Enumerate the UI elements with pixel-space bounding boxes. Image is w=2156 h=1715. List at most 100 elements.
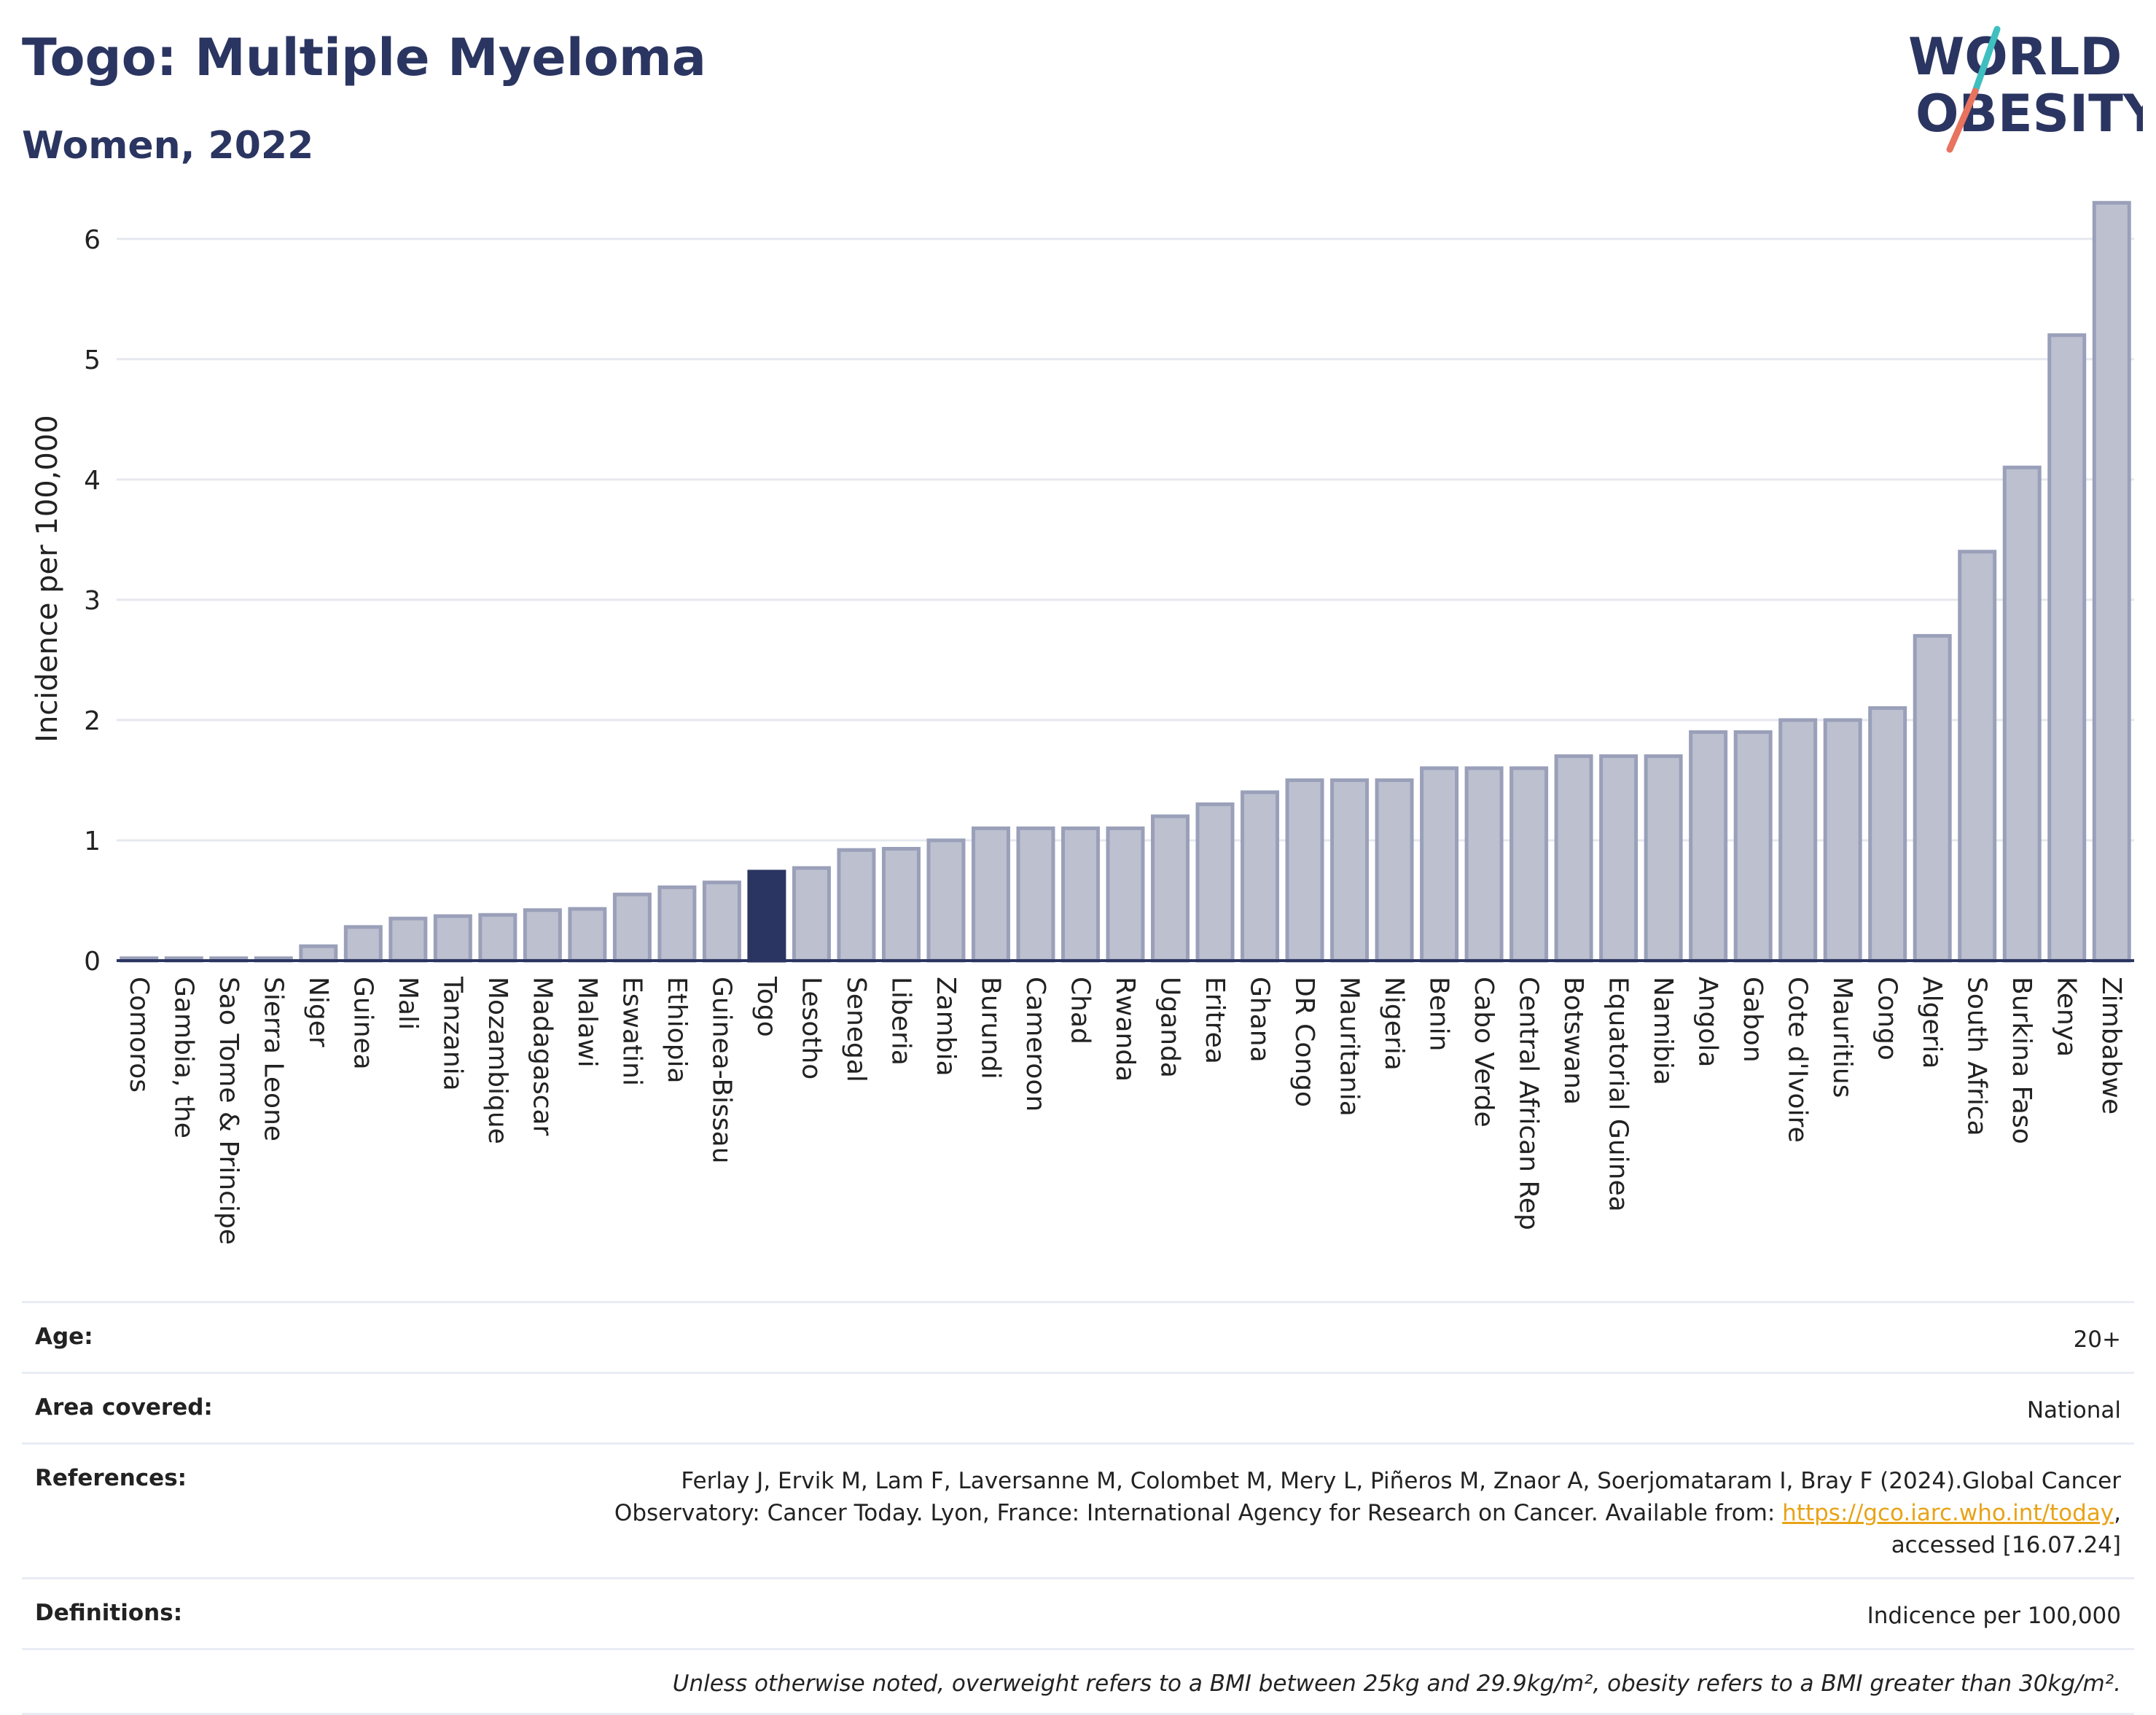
x-tick-label: Mali	[393, 977, 423, 1030]
x-tick-label: Congo	[1872, 977, 1902, 1060]
references-line2: Observatory: Cancer Today. Lyon, France:…	[614, 1500, 1783, 1526]
x-tick-label: Burundi	[975, 977, 1005, 1079]
bar-chad	[1061, 826, 1100, 963]
definitions-value: Indicence per 100,000	[1867, 1603, 2121, 1629]
x-tick-label: Central African Rep	[1514, 977, 1544, 1230]
bar-mozambique	[478, 913, 517, 963]
area-label: Area covered:	[35, 1394, 213, 1421]
x-tick-label: Comoros	[124, 977, 154, 1093]
info-row-references: References: Ferlay J, Ervik M, Lam F, La…	[22, 1442, 2134, 1577]
bar-togo	[747, 870, 786, 963]
bar-namibia	[1644, 754, 1683, 963]
x-tick-label: Namibia	[1648, 977, 1678, 1085]
x-tick-label: Rwanda	[1110, 977, 1140, 1082]
x-tick-label: Togo	[751, 976, 781, 1037]
references-link[interactable]: https://gco.iarc.who.int/today	[1782, 1500, 2114, 1526]
page-title: Togo: Multiple Myeloma	[22, 28, 707, 87]
bar-madagascar	[523, 908, 562, 963]
x-tick-label: Benin	[1424, 977, 1454, 1051]
bmi-note: Unless otherwise noted, overweight refer…	[672, 1671, 2121, 1697]
x-tick-label: Eritrea	[1200, 977, 1230, 1064]
bar-congo	[1868, 706, 1907, 963]
x-tick-label: Sao Tome & Principe	[214, 977, 243, 1245]
bar-kenya	[2047, 333, 2087, 963]
logo-slash-top	[1972, 26, 2001, 95]
bar-equatorial-guinea	[1599, 754, 1639, 963]
bars	[120, 200, 2131, 963]
bar-benin	[1420, 766, 1459, 963]
x-tick-label: Niger	[303, 977, 333, 1047]
x-tick-label: Mauritius	[1827, 977, 1857, 1098]
bar-eswatini	[612, 892, 652, 963]
x-tick-label: Senegal	[841, 977, 871, 1082]
bar-mauritania	[1330, 778, 1370, 963]
references-line2-end: ,	[2114, 1500, 2121, 1526]
x-tick-label: Malawi	[572, 977, 602, 1068]
y-tick-label: 5	[84, 345, 101, 375]
bar-nigeria	[1375, 778, 1414, 963]
bar-niger	[299, 944, 338, 963]
info-table: Age: 20+ Area covered: National Referenc…	[22, 1301, 2134, 1715]
x-tick-label: Gabon	[1738, 977, 1768, 1063]
y-tick-label: 6	[84, 225, 101, 255]
bar-rwanda	[1106, 826, 1145, 963]
x-tick-label: Lesotho	[796, 977, 826, 1079]
bar-eritrea	[1195, 802, 1235, 963]
info-row-definitions: Definitions: Indicence per 100,000	[22, 1577, 2134, 1648]
bar-tanzania	[433, 914, 472, 963]
bar-cabo-verde	[1464, 766, 1504, 963]
x-tick-label: Zambia	[931, 977, 961, 1077]
x-tick-label: Cabo Verde	[1469, 977, 1499, 1128]
bar-ghana	[1241, 790, 1280, 963]
world-obesity-logo: WORLD OBESITY	[1908, 26, 2143, 153]
bar-zimbabwe	[2092, 200, 2131, 963]
bar-guinea-bissau	[702, 880, 741, 963]
bar-botswana	[1554, 754, 1593, 963]
age-value: 20+	[2073, 1327, 2121, 1353]
x-tick-label: Algeria	[1917, 977, 1947, 1069]
x-tick-label: Uganda	[1155, 977, 1185, 1078]
x-tick-label: Zimbabwe	[2096, 977, 2126, 1114]
bar-guinea	[343, 925, 383, 963]
bar-cameroon	[1016, 826, 1055, 963]
x-tick-label: Botswana	[1558, 977, 1588, 1105]
age-label: Age:	[35, 1324, 93, 1350]
bar-senegal	[837, 848, 876, 963]
x-tick-label: Guinea-Bissau	[706, 977, 736, 1164]
x-tick-label: Ghana	[1245, 977, 1275, 1063]
bar-lesotho	[792, 866, 831, 963]
bar-chart: 0 1 2 3 4 5 6 Comoros Gambia, the Sao Tome & Pri…	[31, 200, 2134, 1245]
x-tick-label: Kenya	[2052, 977, 2082, 1057]
bar-burundi	[971, 826, 1010, 963]
bar-angola	[1689, 730, 1728, 963]
bar-central-african-rep	[1509, 766, 1549, 963]
y-tick-label: 2	[84, 706, 101, 736]
x-tick-label: Gambia, the	[168, 977, 198, 1138]
x-tick-label: Chad	[1065, 977, 1095, 1044]
x-tick-label: Mozambique	[483, 977, 512, 1144]
x-tick-label: Mauritania	[1335, 977, 1364, 1117]
logo-line1: WORLD	[1908, 27, 2122, 87]
bar-ethiopia	[657, 885, 697, 963]
definitions-label: Definitions:	[35, 1600, 183, 1626]
y-tick-label: 0	[84, 947, 101, 977]
x-tick-label: Cameroon	[1020, 977, 1050, 1112]
x-tick-label: Guinea	[348, 977, 378, 1070]
x-tick-label: Tanzania	[437, 976, 467, 1091]
bar-zambia	[926, 838, 966, 963]
bar-dr-congo	[1285, 778, 1324, 963]
x-tick-label: Cote d'Ivoire	[1783, 977, 1813, 1143]
y-tick-label: 1	[84, 827, 101, 856]
y-tick-label: 3	[84, 586, 101, 616]
area-value: National	[2026, 1397, 2121, 1423]
logo-slash-bottom	[1946, 87, 1979, 153]
bar-malawi	[568, 907, 607, 963]
y-axis-title: Incidence per 100,000	[31, 415, 64, 743]
bar-cote-d-ivoire	[1778, 718, 1818, 963]
references-line1: Ferlay J, Ervik M, Lam F, Laversanne M, …	[681, 1468, 2121, 1494]
x-tick-label: Liberia	[886, 977, 915, 1066]
references-value: Ferlay J, Ervik M, Lam F, Laversanne M, …	[614, 1465, 2121, 1561]
bar-mali	[388, 916, 428, 963]
x-tick-label: Nigeria	[1379, 977, 1409, 1071]
references-line3: accessed [16.07.24]	[1891, 1532, 2121, 1558]
